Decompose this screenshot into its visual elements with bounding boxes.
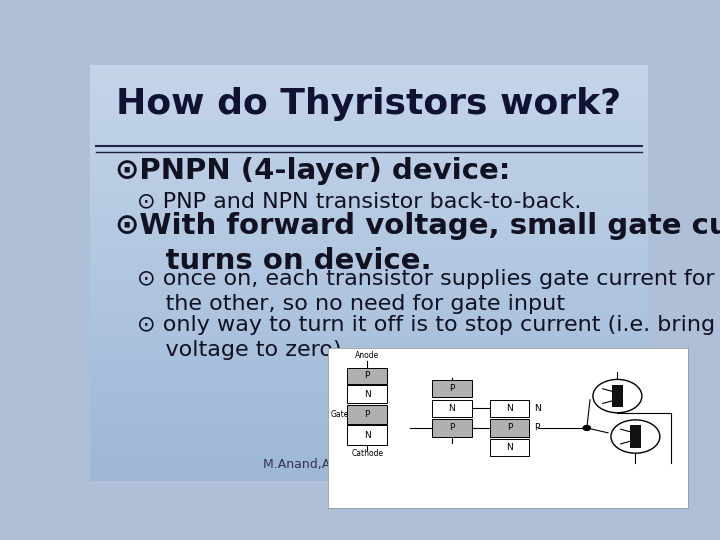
Bar [630,426,642,448]
Text: P: P [534,423,540,433]
Text: P: P [364,372,370,380]
Text: Cathode: Cathode [351,449,383,458]
Text: ⊙ only way to turn it off is to stop current (i.e. bring
    voltage to zero): ⊙ only way to turn it off is to stop cur… [138,315,716,360]
Bar [348,404,387,424]
Text: ⊙ once on, each transistor supplies gate current for
    the other, so no need f: ⊙ once on, each transistor supplies gate… [138,269,715,314]
Text: N: N [506,404,513,413]
Text: ⊙With forward voltage, small gate current pulse
     turns on device.: ⊙With forward voltage, small gate curren… [115,212,720,275]
Text: P: P [507,423,512,433]
Text: ⊙ PNP and NPN transistor back-to-back.: ⊙ PNP and NPN transistor back-to-back. [138,191,582,211]
Bar [348,368,387,384]
Text: How do Thyristors work?: How do Thyristors work? [117,87,621,122]
Bar [348,426,387,445]
Text: N: N [506,443,513,452]
Bar [432,420,472,436]
Bar [490,420,529,436]
Text: ⊙PNPN (4-layer) device:: ⊙PNPN (4-layer) device: [115,157,510,185]
Bar [490,400,529,417]
Bar [432,400,472,417]
Text: N: N [364,390,371,399]
Text: P: P [449,384,454,393]
Bar [612,385,624,407]
Text: Gate: Gate [330,410,349,419]
Text: M.Anand,AP/MCT  IEA: M.Anand,AP/MCT IEA [263,457,397,470]
Text: N: N [364,431,371,440]
Text: N: N [449,404,455,413]
Text: Anode: Anode [355,351,379,360]
Bar [490,439,529,456]
Text: N: N [534,404,541,413]
Text: P: P [449,423,454,433]
Bar [432,380,472,397]
Circle shape [583,426,590,430]
Text: P: P [364,410,370,419]
Bar [348,385,387,403]
